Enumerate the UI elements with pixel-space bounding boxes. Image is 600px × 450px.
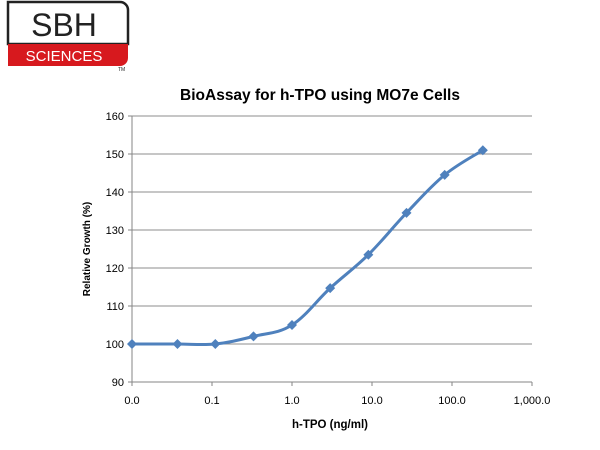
series-line	[131, 148, 484, 347]
data-point	[287, 320, 297, 330]
y-tick-label: 130	[106, 225, 124, 237]
logo-red-band	[8, 44, 128, 66]
y-tick-label: 120	[106, 263, 124, 275]
x-tick-label: 10.0	[361, 395, 382, 407]
plot-series	[127, 145, 488, 349]
gridlines	[132, 115, 532, 383]
logo-bottom-text: SCIENCES	[26, 48, 103, 65]
x-axis-title: h-TPO (ng/ml)	[292, 419, 368, 431]
chart-title: BioAssay for h-TPO using MO7e Cells	[180, 87, 460, 104]
data-point	[363, 249, 374, 260]
y-tick-label: 150	[106, 149, 124, 161]
y-axis-title: Relative Growth (%)	[82, 202, 93, 296]
data-point	[439, 169, 450, 180]
data-point	[127, 339, 137, 349]
x-tick-label: 0.1	[204, 395, 219, 407]
x-tick-label: 100.0	[438, 395, 466, 407]
logo-top-text: SBH	[31, 7, 97, 43]
y-tick-label: 160	[106, 111, 124, 123]
y-tick-label: 110	[106, 301, 124, 313]
x-axis-ticks: 0.0 0.1 1.0 10.0 100.0 1,000.0	[124, 382, 550, 407]
data-point	[248, 331, 259, 342]
data-point	[401, 207, 412, 218]
y-tick-label: 90	[112, 377, 124, 389]
data-point	[210, 339, 221, 349]
logo-trademark: TM	[118, 67, 125, 72]
data-point	[325, 283, 336, 294]
y-tick-label: 140	[106, 187, 124, 199]
x-tick-label: 1,000.0	[514, 395, 551, 407]
y-axis-ticks: 90 100 110 120 130 140 150 160	[106, 111, 132, 389]
data-point	[477, 145, 488, 156]
sbh-sciences-logo: SBH SCIENCES TM	[6, 0, 130, 72]
x-tick-label: 1.0	[284, 395, 299, 407]
data-point	[172, 339, 183, 349]
y-tick-label: 100	[106, 339, 124, 351]
x-tick-label: 0.0	[124, 395, 139, 407]
